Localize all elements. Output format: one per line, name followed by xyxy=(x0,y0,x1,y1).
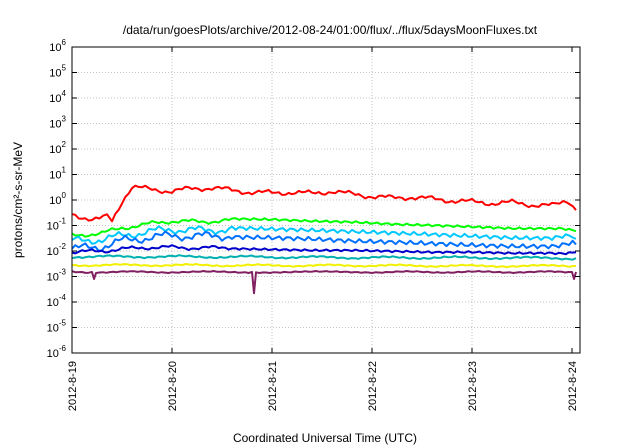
y-tick-label: 10-4 xyxy=(47,293,67,309)
y-tick-labels: 10-6 10-5 10-4 10-3 10-2 10-1 100 101 102 103 104 1… xyxy=(47,38,67,360)
y-tick-label: 103 xyxy=(49,115,66,131)
series-line xyxy=(71,217,577,238)
y-axis-label: protons/cm²-s-sr-MeV xyxy=(11,142,25,258)
y-tick-label: 10-2 xyxy=(47,242,67,258)
ticks xyxy=(71,46,580,354)
series-line xyxy=(71,184,577,223)
y-tick-label: 100 xyxy=(49,191,66,207)
y-tick-label: 10-3 xyxy=(47,268,67,284)
y-tick-label: 104 xyxy=(49,89,66,105)
series-line xyxy=(71,230,577,252)
x-tick-label: 2012-8-22 xyxy=(367,361,379,411)
chart-title: /data/run/goesPlots/archive/2012-08-24/0… xyxy=(123,23,538,37)
y-tick-label: 10-5 xyxy=(47,319,67,335)
x-tick-label: 2012-8-21 xyxy=(267,361,279,411)
x-tick-label: 2012-8-19 xyxy=(67,361,79,411)
y-tick-label: 10-1 xyxy=(47,217,67,233)
x-tick-label: 2012-8-20 xyxy=(167,361,179,411)
series-layer xyxy=(71,184,577,295)
y-tick-label: 102 xyxy=(49,140,66,156)
x-axis-label: Coordinated Universal Time (UTC) xyxy=(233,431,417,445)
x-tick-labels: 2012-8-19 2012-8-20 2012-8-21 2012-8-22 2012… xyxy=(67,361,579,411)
y-tick-label: 10-6 xyxy=(47,344,67,360)
x-tick-label: 2012-8-24 xyxy=(567,361,579,411)
y-tick-label: 106 xyxy=(49,38,66,54)
y-tick-label: 105 xyxy=(49,64,66,80)
series-line xyxy=(71,254,577,261)
y-tick-label: 101 xyxy=(49,166,66,182)
plot-frame xyxy=(71,46,581,354)
grid xyxy=(72,47,580,353)
x-tick-label: 2012-8-23 xyxy=(467,361,479,411)
series-line xyxy=(71,270,577,295)
series-line xyxy=(71,244,577,256)
series-line xyxy=(71,263,577,269)
series-line xyxy=(71,225,577,245)
